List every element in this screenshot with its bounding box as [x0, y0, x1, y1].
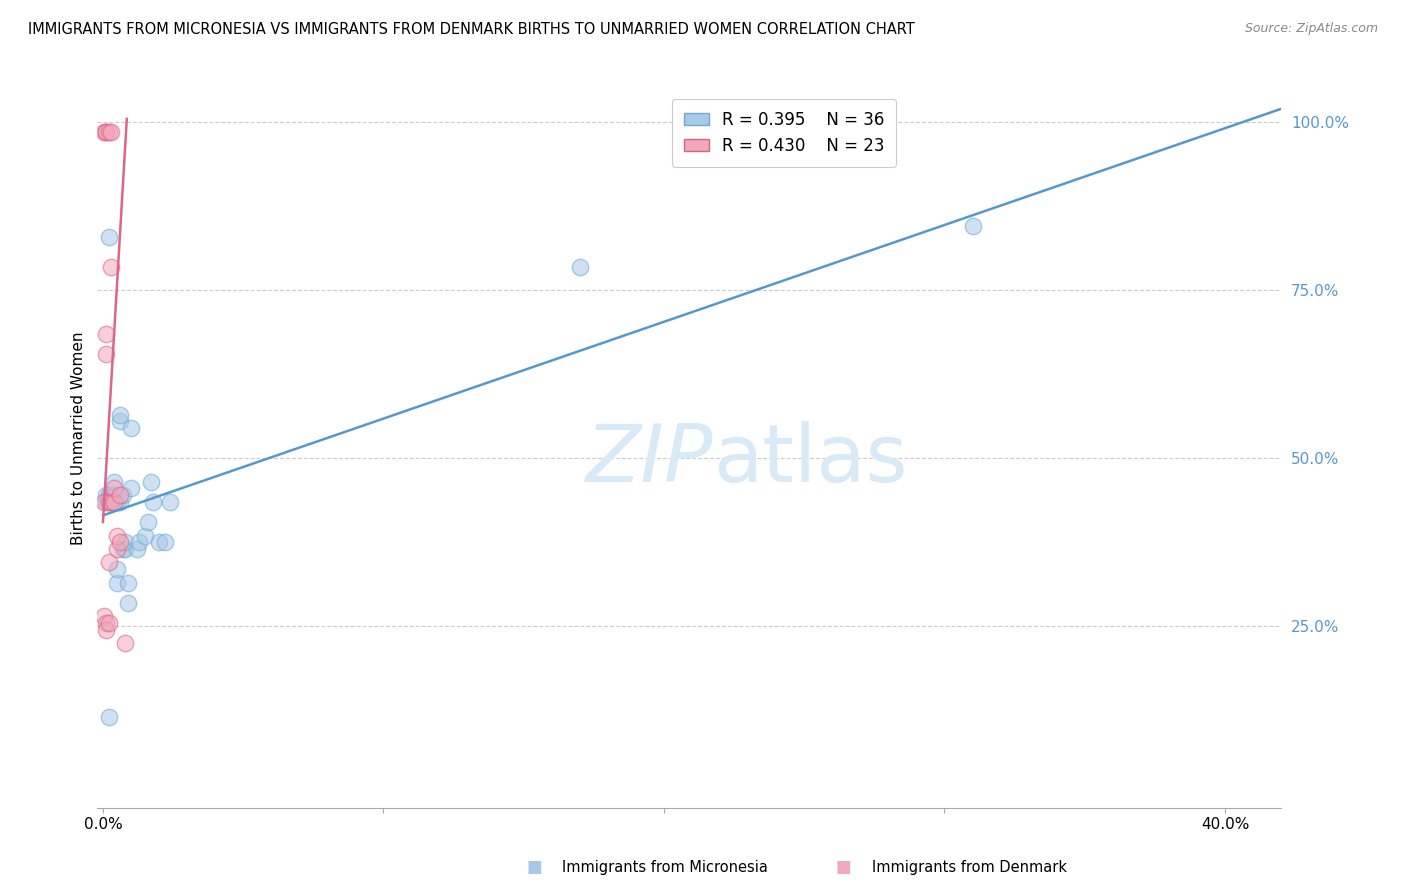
- Point: [148, 535, 170, 549]
- Text: Source: ZipAtlas.com: Source: ZipAtlas.com: [1244, 22, 1378, 36]
- Point: [100, 125, 122, 139]
- Point: [111, 541, 134, 556]
- Point: [100, 495, 122, 509]
- Point: [94, 623, 117, 637]
- Point: [139, 475, 162, 489]
- Point: [97, 710, 120, 724]
- Point: [97, 488, 120, 502]
- Point: [105, 528, 128, 542]
- Point: [108, 488, 131, 502]
- Point: [134, 528, 156, 542]
- Point: [94, 495, 117, 509]
- Point: [105, 495, 128, 509]
- Point: [117, 596, 139, 610]
- Point: [100, 495, 122, 509]
- Point: [128, 535, 150, 549]
- Legend: R = 0.395    N = 36, R = 0.430    N = 23: R = 0.395 N = 36, R = 0.430 N = 23: [672, 99, 896, 167]
- Point: [125, 541, 148, 556]
- Text: ■: ■: [835, 858, 852, 876]
- Point: [105, 562, 128, 576]
- Point: [97, 229, 120, 244]
- Point: [97, 125, 120, 139]
- Point: [100, 260, 122, 274]
- Point: [105, 541, 128, 556]
- Point: [962, 219, 984, 234]
- Point: [97, 495, 120, 509]
- Point: [114, 541, 136, 556]
- Point: [120, 482, 142, 496]
- Point: [93, 125, 115, 139]
- Text: atlas: atlas: [713, 421, 907, 500]
- Point: [103, 495, 125, 509]
- Point: [103, 488, 125, 502]
- Text: Immigrants from Micronesia: Immigrants from Micronesia: [562, 861, 768, 875]
- Point: [142, 495, 165, 509]
- Point: [108, 535, 131, 549]
- Point: [97, 556, 120, 570]
- Text: ZIP: ZIP: [585, 421, 713, 500]
- Point: [93, 609, 115, 624]
- Point: [97, 615, 120, 630]
- Point: [117, 575, 139, 590]
- Text: ■: ■: [526, 858, 543, 876]
- Point: [111, 488, 134, 502]
- Point: [94, 326, 117, 341]
- Point: [108, 414, 131, 428]
- Point: [568, 260, 591, 274]
- Point: [159, 495, 181, 509]
- Point: [103, 495, 125, 509]
- Point: [114, 636, 136, 650]
- Point: [114, 535, 136, 549]
- Point: [94, 488, 117, 502]
- Point: [97, 495, 120, 509]
- Point: [103, 482, 125, 496]
- Point: [108, 408, 131, 422]
- Point: [105, 575, 128, 590]
- Point: [108, 495, 131, 509]
- Text: IMMIGRANTS FROM MICRONESIA VS IMMIGRANTS FROM DENMARK BIRTHS TO UNMARRIED WOMEN : IMMIGRANTS FROM MICRONESIA VS IMMIGRANTS…: [28, 22, 915, 37]
- Point: [94, 125, 117, 139]
- Point: [100, 488, 122, 502]
- Text: Immigrants from Denmark: Immigrants from Denmark: [872, 861, 1067, 875]
- Point: [153, 535, 176, 549]
- Point: [94, 125, 117, 139]
- Point: [94, 615, 117, 630]
- Y-axis label: Births to Unmarried Women: Births to Unmarried Women: [72, 331, 86, 545]
- Point: [120, 421, 142, 435]
- Point: [94, 347, 117, 361]
- Point: [103, 475, 125, 489]
- Point: [136, 515, 159, 529]
- Point: [93, 495, 115, 509]
